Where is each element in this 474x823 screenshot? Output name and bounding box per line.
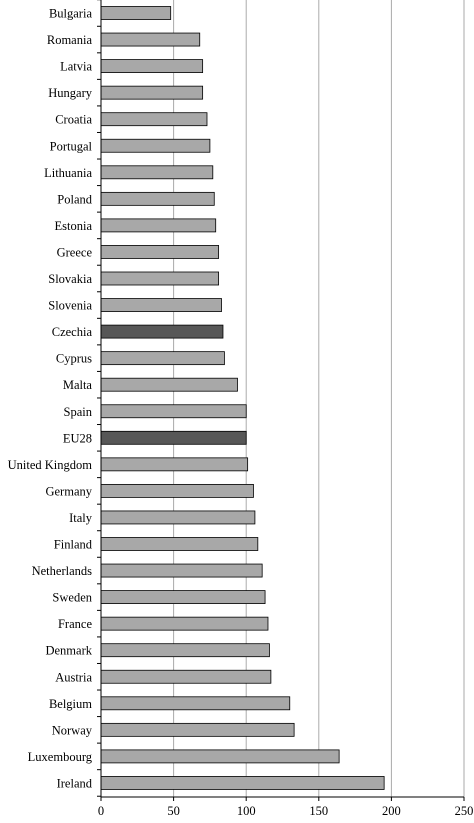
bar-cyprus bbox=[100, 351, 225, 366]
category-label-cyprus: Cyprus bbox=[56, 352, 92, 366]
bar-netherlands bbox=[100, 563, 263, 578]
category-label-poland: Poland bbox=[57, 192, 92, 206]
category-label-ireland: Ireland bbox=[57, 776, 93, 790]
category-label-eu28: EU28 bbox=[63, 431, 92, 445]
bar-malta bbox=[100, 377, 238, 392]
bar-lithuania bbox=[100, 165, 214, 180]
category-label-austria: Austria bbox=[55, 670, 92, 684]
bar-czechia bbox=[100, 324, 224, 339]
bar-luxembourg bbox=[100, 749, 340, 764]
category-label-spain: Spain bbox=[64, 405, 93, 419]
category-label-germany: Germany bbox=[45, 484, 92, 498]
category-label-slovakia: Slovakia bbox=[48, 272, 92, 286]
bar-belgium bbox=[100, 696, 291, 711]
category-label-belgium: Belgium bbox=[49, 697, 92, 711]
bar-romania bbox=[100, 32, 201, 47]
x-tick-label-200: 200 bbox=[382, 804, 401, 818]
x-tick-label-250: 250 bbox=[455, 804, 474, 818]
category-label-united-kingdom: United Kingdom bbox=[8, 458, 93, 472]
category-label-croatia: Croatia bbox=[55, 113, 92, 127]
category-label-estonia: Estonia bbox=[55, 219, 93, 233]
x-tick-labels: 0 50 100 150 200 250 bbox=[98, 804, 474, 818]
category-label-france: France bbox=[58, 617, 92, 631]
gridlines bbox=[173, 0, 465, 797]
category-label-denmark: Denmark bbox=[45, 644, 92, 658]
x-tick-label-100: 100 bbox=[237, 804, 256, 818]
category-labels: Bulgaria Romania Latvia Hungary Croatia Portu… bbox=[8, 7, 93, 791]
bar-poland bbox=[100, 191, 215, 206]
bar-ireland bbox=[100, 776, 385, 790]
category-label-malta: Malta bbox=[63, 378, 93, 392]
bar-latvia bbox=[100, 59, 204, 73]
x-tick-label-0: 0 bbox=[98, 804, 104, 818]
category-label-portugal: Portugal bbox=[50, 139, 93, 153]
category-label-bulgaria: Bulgaria bbox=[49, 7, 92, 21]
x-tick-label-150: 150 bbox=[309, 804, 328, 818]
category-label-italy: Italy bbox=[69, 511, 93, 525]
bar-italy bbox=[100, 510, 256, 525]
category-label-finland: Finland bbox=[54, 538, 93, 552]
category-label-romania: Romania bbox=[47, 33, 93, 47]
category-label-greece: Greece bbox=[57, 245, 93, 259]
bar-bulgaria bbox=[100, 6, 172, 20]
category-label-sweden: Sweden bbox=[52, 591, 92, 605]
bar-france bbox=[100, 616, 269, 631]
category-label-luxembourg: Luxembourg bbox=[28, 750, 93, 764]
category-label-netherlands: Netherlands bbox=[32, 564, 93, 578]
bar-spain bbox=[100, 404, 247, 419]
bar-finland bbox=[100, 537, 259, 551]
bar-eu28 bbox=[100, 430, 247, 445]
bar-denmark bbox=[100, 643, 270, 658]
category-label-czechia: Czechia bbox=[52, 325, 93, 339]
bar-portugal bbox=[100, 138, 211, 153]
category-label-hungary: Hungary bbox=[48, 86, 92, 100]
category-label-latvia: Latvia bbox=[60, 60, 92, 74]
bar-norway bbox=[100, 722, 295, 737]
bar-greece bbox=[100, 245, 220, 259]
bar-estonia bbox=[100, 218, 217, 233]
axes bbox=[97, 0, 465, 801]
bar-germany bbox=[100, 483, 254, 498]
bar-slovenia bbox=[100, 298, 222, 312]
category-label-norway: Norway bbox=[52, 723, 93, 737]
bars bbox=[100, 6, 385, 790]
bar-austria bbox=[100, 669, 272, 684]
category-label-slovenia: Slovenia bbox=[48, 299, 92, 313]
x-tick-label-50: 50 bbox=[167, 804, 180, 818]
bar-united-kingdom bbox=[100, 457, 249, 472]
category-label-lithuania: Lithuania bbox=[44, 166, 92, 180]
bar-sweden bbox=[100, 590, 266, 604]
bar-hungary bbox=[100, 85, 204, 100]
bar-slovakia bbox=[100, 271, 220, 286]
bar-croatia bbox=[100, 112, 208, 127]
